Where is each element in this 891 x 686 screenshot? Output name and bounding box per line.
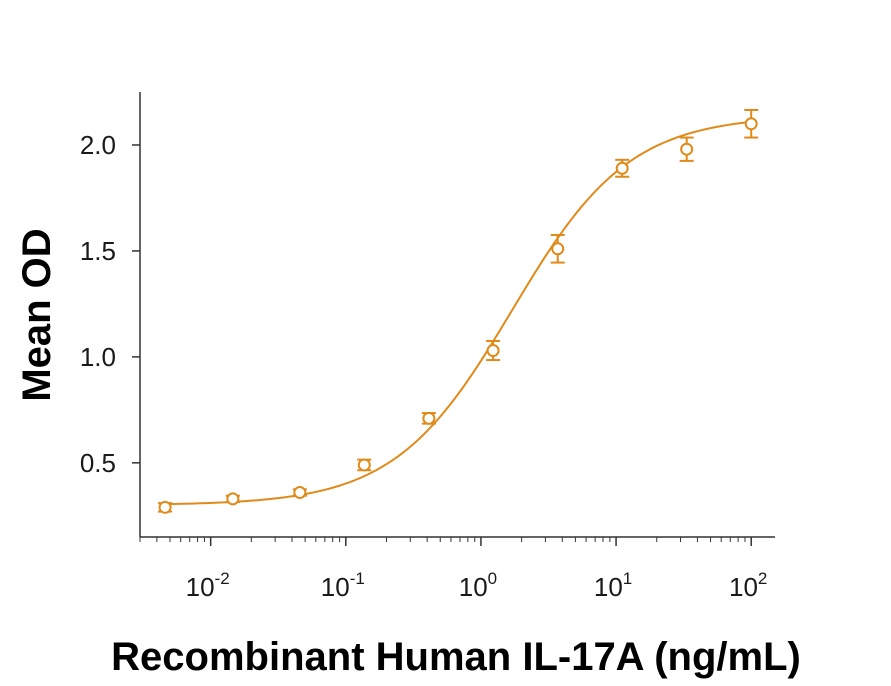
x-tick-base: 10 (729, 572, 758, 602)
data-marker (226, 492, 240, 506)
x-tick-label: 102 (729, 569, 767, 602)
y-axis-title: Mean OD (15, 228, 59, 401)
data-point (744, 109, 759, 139)
x-tick-base: 10 (186, 572, 215, 602)
x-tick-base: 10 (594, 572, 623, 602)
x-tick-exponent: 2 (758, 569, 767, 588)
x-tick-exponent: 0 (488, 569, 497, 588)
y-tick-label: 2.0 (80, 130, 116, 160)
x-tick-base: 10 (459, 572, 488, 602)
x-tick-exponent: -2 (215, 569, 230, 588)
data-marker (551, 242, 565, 256)
data-marker (357, 458, 371, 472)
data-point (421, 411, 436, 425)
data-marker (158, 500, 172, 514)
data-points (158, 109, 759, 514)
x-axis-ticks: 10-2 10-1 100 101 102 (139, 537, 767, 602)
data-point (292, 486, 307, 499)
x-tick-base: 10 (321, 572, 350, 602)
data-point (225, 492, 240, 506)
data-point (486, 339, 501, 362)
y-tick-label: 1.5 (80, 236, 116, 266)
x-tick-label: 10-1 (321, 569, 365, 602)
data-marker (293, 486, 307, 499)
data-point (615, 158, 630, 178)
x-tick-label: 101 (594, 569, 632, 602)
data-marker (680, 142, 694, 156)
y-tick-label: 1.0 (80, 342, 116, 372)
data-marker (422, 411, 436, 425)
data-point (679, 136, 694, 162)
x-tick-label: 10-2 (186, 569, 230, 602)
y-tick-label: 0.5 (80, 448, 116, 478)
x-tick-label: 100 (459, 569, 497, 602)
fit-curve (165, 120, 752, 506)
chart-axes (139, 92, 775, 538)
x-axis-title: Recombinant Human IL-17A (ng/mL) (111, 635, 801, 679)
data-marker (486, 344, 500, 358)
y-axis-ticks: 0.5 1.0 1.5 2.0 (80, 130, 140, 478)
data-point (550, 234, 565, 264)
data-point (158, 500, 173, 514)
x-tick-exponent: -1 (350, 569, 365, 588)
data-point (357, 458, 372, 472)
x-tick-exponent: 1 (623, 569, 632, 588)
data-marker (615, 161, 629, 175)
data-marker (744, 117, 758, 131)
